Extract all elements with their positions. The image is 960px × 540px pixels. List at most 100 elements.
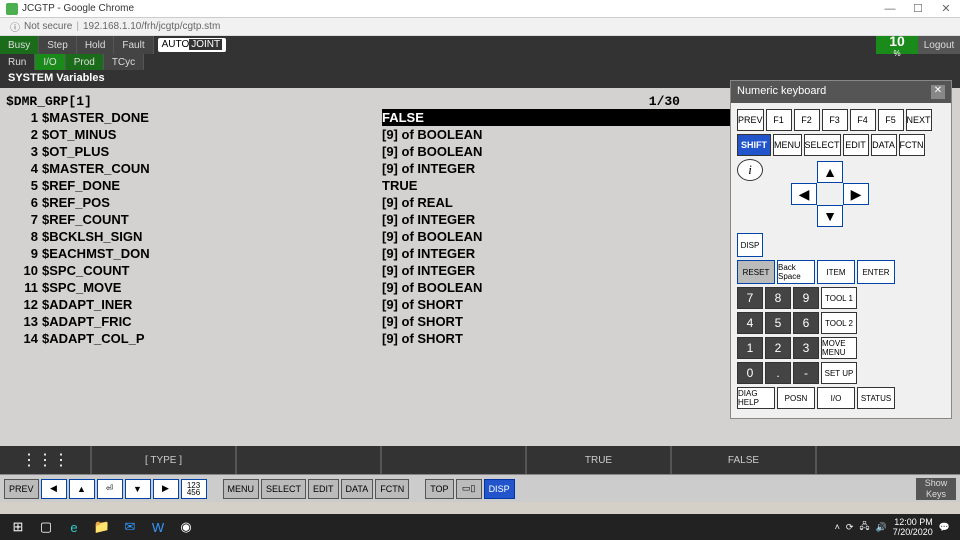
- not-secure-label: Not secure: [24, 21, 72, 32]
- close-button[interactable]: ✕: [932, 2, 960, 15]
- nk-shift[interactable]: SHIFT: [737, 134, 771, 156]
- nk-title-bar: Numeric keyboard ✕: [731, 81, 951, 103]
- nk-key-move-menu[interactable]: MOVE MENU: [821, 337, 857, 359]
- bb-disp[interactable]: DISP: [484, 479, 515, 499]
- arrow-up-button[interactable]: ▲: [817, 161, 843, 183]
- bb-prev[interactable]: PREV: [4, 479, 39, 499]
- chrome-icon[interactable]: ◉: [172, 516, 200, 538]
- nk-key-8[interactable]: 8: [765, 287, 791, 309]
- bb-view[interactable]: ▭▯: [456, 479, 482, 499]
- softkey-type[interactable]: [ TYPE ]: [90, 446, 235, 474]
- mode-indicator: AUTOJOINT: [158, 38, 227, 52]
- nk-i-o[interactable]: I/O: [817, 387, 855, 409]
- nk-key-4[interactable]: 4: [737, 312, 763, 334]
- nk-key-6[interactable]: 6: [793, 312, 819, 334]
- bb-right[interactable]: ▶: [153, 479, 179, 499]
- bb-edit[interactable]: EDIT: [308, 479, 339, 499]
- minimize-button[interactable]: —: [876, 3, 904, 15]
- nk-diag-help[interactable]: DIAG HELP: [737, 387, 775, 409]
- nk-menu[interactable]: MENU: [773, 134, 802, 156]
- word-icon[interactable]: W: [144, 516, 172, 538]
- bb-data[interactable]: DATA: [341, 479, 374, 499]
- numeric-keyboard-panel: Numeric keyboard ✕ PREVF1F2F3F4F5NEXT SH…: [730, 80, 952, 419]
- status-run: Run: [0, 54, 35, 70]
- bb-numpad[interactable]: 123456: [181, 479, 207, 499]
- status-bar-2: Run I/O Prod TCyc: [0, 54, 960, 70]
- tray-sync-icon[interactable]: ⟳: [846, 522, 854, 533]
- arrow-down-button[interactable]: ▼: [817, 205, 843, 227]
- status-prod: Prod: [66, 54, 104, 70]
- tray-net-icon[interactable]: 🖧: [859, 519, 869, 535]
- softkey-2[interactable]: [235, 446, 380, 474]
- nk-f5[interactable]: F5: [878, 109, 904, 131]
- nk-f1[interactable]: F1: [766, 109, 792, 131]
- edge-icon[interactable]: e: [60, 516, 88, 538]
- outlook-icon[interactable]: ✉: [116, 516, 144, 538]
- nk-key-3[interactable]: 3: [793, 337, 819, 359]
- task-view-button[interactable]: ▢: [32, 516, 60, 538]
- info-button[interactable]: i: [737, 159, 763, 181]
- nk-close-button[interactable]: ✕: [931, 85, 945, 99]
- var-page-indicator: 1/30: [649, 94, 680, 109]
- bb-up[interactable]: ▲: [69, 479, 95, 499]
- softkey-6[interactable]: [815, 446, 960, 474]
- tray-notif-icon[interactable]: 💬: [939, 522, 950, 533]
- nk-posn[interactable]: POSN: [777, 387, 815, 409]
- nk-status[interactable]: STATUS: [857, 387, 895, 409]
- nk-key-tool-1[interactable]: TOOL 1: [821, 287, 857, 309]
- bb-select[interactable]: SELECT: [261, 479, 306, 499]
- maximize-button[interactable]: ☐: [904, 2, 932, 15]
- nk-key-.[interactable]: .: [765, 362, 791, 384]
- clock[interactable]: 12:00 PM7/20/2020: [893, 517, 933, 537]
- tray-up-icon[interactable]: ˄: [835, 522, 840, 532]
- nk-key-9[interactable]: 9: [793, 287, 819, 309]
- softkey-bar: ⋮⋮⋮ [ TYPE ] TRUE FALSE: [0, 446, 960, 474]
- nk-prev[interactable]: PREV: [737, 109, 764, 131]
- nk-key-5[interactable]: 5: [765, 312, 791, 334]
- explorer-icon[interactable]: 📁: [88, 516, 116, 538]
- softkey-3[interactable]: [380, 446, 525, 474]
- bb-menu[interactable]: MENU: [223, 479, 260, 499]
- nk-fctn[interactable]: FCTN: [899, 134, 925, 156]
- grip-icon[interactable]: ⋮⋮⋮: [0, 446, 90, 474]
- disp-button[interactable]: DISP: [737, 233, 763, 257]
- nk-f4[interactable]: F4: [850, 109, 876, 131]
- bb-down[interactable]: ▼: [125, 479, 151, 499]
- nk-key-7[interactable]: 7: [737, 287, 763, 309]
- bottom-toolbar: PREV ◀ ▲ ⏎ ▼ ▶ 123456 MENU SELECT EDIT D…: [0, 474, 960, 502]
- softkey-true[interactable]: TRUE: [525, 446, 670, 474]
- softkey-false[interactable]: FALSE: [670, 446, 815, 474]
- bb-top[interactable]: TOP: [425, 479, 453, 499]
- browser-title-bar: JCGTP - Google Chrome — ☐ ✕: [0, 0, 960, 18]
- nk-select[interactable]: SELECT: [804, 134, 841, 156]
- window-title: JCGTP - Google Chrome: [22, 3, 876, 14]
- nk-data[interactable]: DATA: [871, 134, 897, 156]
- nk-key-set-up[interactable]: SET UP: [821, 362, 857, 384]
- status-bar: Busy Step Hold Fault AUTOJOINT 10 % Logo…: [0, 36, 960, 54]
- arrow-left-button[interactable]: ◀: [791, 183, 817, 205]
- tray-vol-icon[interactable]: 🔊: [876, 522, 887, 533]
- nk-item[interactable]: ITEM: [817, 260, 855, 284]
- nk-enter[interactable]: ENTER: [857, 260, 895, 284]
- show-keys-button[interactable]: Show Keys: [916, 478, 956, 500]
- nk-key-tool-2[interactable]: TOOL 2: [821, 312, 857, 334]
- nk-key-1[interactable]: 1: [737, 337, 763, 359]
- status-fault: Fault: [114, 36, 153, 54]
- nk-back-space[interactable]: Back Space: [777, 260, 815, 284]
- nk-key-0[interactable]: 0: [737, 362, 763, 384]
- nk-next[interactable]: NEXT: [906, 109, 932, 131]
- status-busy: Busy: [0, 36, 39, 54]
- arrow-right-button[interactable]: ▶: [843, 183, 869, 205]
- nk-reset[interactable]: RESET: [737, 260, 775, 284]
- nk-key-2[interactable]: 2: [765, 337, 791, 359]
- browser-url-bar[interactable]: ⓘ Not secure | 192.168.1.10/frh/jcgtp/cg…: [0, 18, 960, 36]
- nk-key--[interactable]: -: [793, 362, 819, 384]
- nk-edit[interactable]: EDIT: [843, 134, 869, 156]
- start-button[interactable]: ⊞: [4, 516, 32, 538]
- bb-fctn[interactable]: FCTN: [375, 479, 409, 499]
- logout-button[interactable]: Logout: [918, 36, 960, 54]
- nk-f2[interactable]: F2: [794, 109, 820, 131]
- bb-enter[interactable]: ⏎: [97, 479, 123, 499]
- bb-left[interactable]: ◀: [41, 479, 67, 499]
- nk-f3[interactable]: F3: [822, 109, 848, 131]
